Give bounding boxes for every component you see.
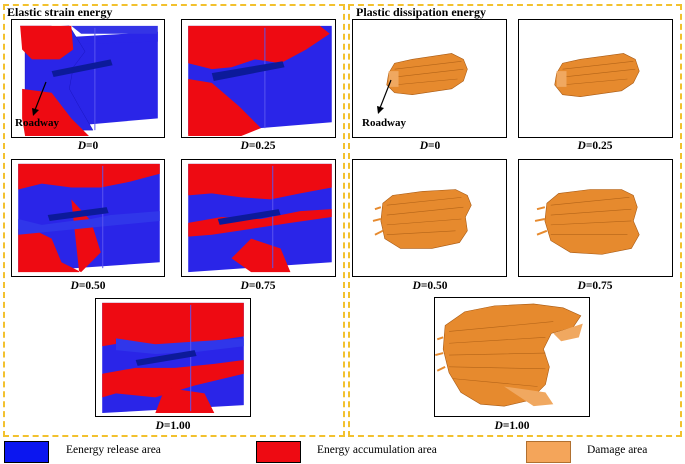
roadway-arrow-icon <box>32 81 47 116</box>
elastic-block-d100-image <box>102 302 244 414</box>
elastic-panel-d050 <box>11 159 165 277</box>
elastic-block-d025-image <box>188 25 332 137</box>
damage-zone-d100-image <box>435 303 583 407</box>
elastic-caption-d0: D=0 <box>77 140 99 152</box>
damage-zone-d025-image <box>554 53 640 97</box>
plastic-caption-d100: D=1.00 <box>494 420 530 432</box>
plastic-dissipation-energy-group <box>348 4 682 437</box>
damage-zone-d0-image <box>386 53 468 96</box>
elastic-caption-d050: D=0.50 <box>70 280 106 292</box>
elastic-block-d050-image <box>18 163 160 273</box>
elastic-panel-d100 <box>95 298 251 417</box>
legend-label-damage: Damage area <box>587 444 648 456</box>
elastic-panel-d075 <box>181 159 336 277</box>
plastic-panel-d0 <box>352 19 507 138</box>
legend-label-accumulation: Energy accumulation area <box>317 444 437 456</box>
elastic-strain-energy-group <box>3 4 345 437</box>
elastic-caption-d100: D=1.00 <box>155 420 191 432</box>
elastic-caption-d075: D=0.75 <box>240 280 276 292</box>
elastic-block-d0-image <box>20 25 158 137</box>
elastic-roadway-label: Roadway <box>15 117 60 129</box>
plastic-caption-d075: D=0.75 <box>577 280 613 292</box>
elastic-group-title: Elastic strain energy <box>7 5 113 19</box>
roadway-arrow-icon <box>377 79 392 114</box>
legend-swatch-damage <box>526 441 571 463</box>
damage-zone-d075-image <box>534 189 640 255</box>
plastic-roadway-label: Roadway <box>362 117 407 129</box>
plastic-panel-d075 <box>518 159 673 277</box>
legend-swatch-release <box>4 441 49 463</box>
plastic-panel-d050 <box>352 159 507 277</box>
elastic-caption-d025: D=0.25 <box>240 140 276 152</box>
legend-label-release: Eenergy release area <box>66 444 161 456</box>
plastic-caption-d0: D=0 <box>419 140 441 152</box>
elastic-panel-d0 <box>11 19 165 138</box>
elastic-panel-d025 <box>181 19 336 138</box>
plastic-panel-d100 <box>434 297 590 417</box>
plastic-panel-d025 <box>518 19 673 138</box>
damage-zone-d050-image <box>372 189 472 249</box>
plastic-group-title: Plastic dissipation energy <box>356 5 487 19</box>
legend-swatch-accumulation <box>256 441 301 463</box>
elastic-block-d075-image <box>188 163 332 273</box>
plastic-caption-d050: D=0.50 <box>412 280 448 292</box>
plastic-caption-d025: D=0.25 <box>577 140 613 152</box>
